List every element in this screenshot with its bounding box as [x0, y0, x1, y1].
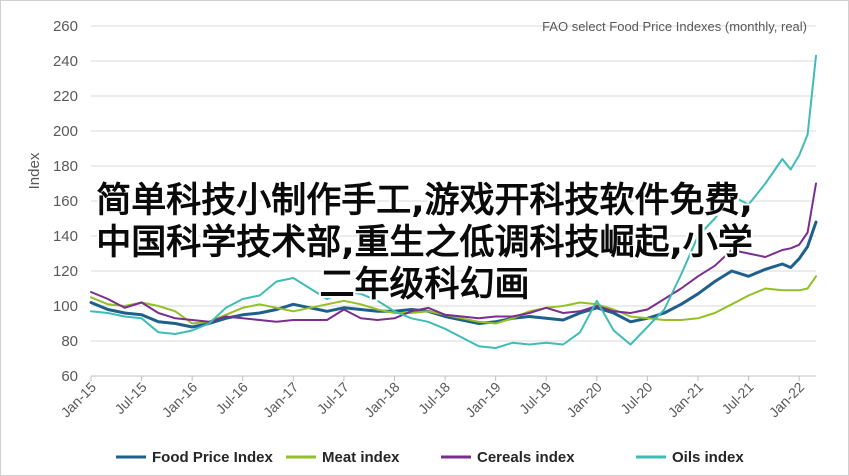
y-tick-label: 120: [53, 263, 78, 280]
x-tick-label: Jul-15: [111, 379, 149, 417]
x-tick-label: Jan-21: [665, 379, 707, 421]
y-axis-label: Index: [26, 152, 43, 189]
y-tick-label: 160: [53, 193, 78, 210]
x-tick-label: Jul-21: [718, 379, 756, 417]
legend-label: Cereals index: [477, 449, 575, 466]
x-tick-label: Jan-20: [563, 379, 605, 421]
x-tick-label: Jul-20: [617, 379, 655, 417]
x-tick-label: Jul-17: [314, 379, 352, 417]
y-tick-label: 60: [61, 368, 78, 385]
y-axis-ticks: 60 80 100 120 140 160 180 200 220 240 260: [53, 18, 78, 385]
chart-title: FAO select Food Price Indexes (monthly, …: [542, 19, 807, 34]
series-line-1: [89, 220, 818, 329]
x-tick-label: Jul-18: [415, 379, 453, 417]
legend-label: Food Price Index: [152, 449, 274, 466]
y-tick-label: 240: [53, 53, 78, 70]
x-tick-label: Jul-19: [516, 379, 554, 417]
x-tick-label: Jan-17: [260, 379, 302, 421]
legend-label: Oils index: [672, 449, 744, 466]
legend: Food Price Index Meat index Cereals index O…: [116, 449, 744, 466]
x-tick-label: Jan-22: [766, 379, 808, 421]
x-tick-label: Jan-16: [159, 379, 201, 421]
series-lines: [89, 54, 818, 349]
gridlines: [91, 25, 816, 377]
y-tick-label: 220: [53, 88, 78, 105]
y-tick-label: 260: [53, 18, 78, 35]
x-tick-label: Jan-18: [361, 379, 403, 421]
legend-label: Meat index: [322, 449, 400, 466]
y-tick-label: 200: [53, 123, 78, 140]
x-axis-ticks: Jan-15 Jul-15 Jan-16 Jul-16 Jan-17 Jul-17 Jan-…: [58, 376, 808, 421]
series-line-3: [90, 182, 817, 323]
y-tick-label: 140: [53, 228, 78, 245]
series-line-4: [90, 54, 817, 349]
y-tick-label: 180: [53, 158, 78, 175]
x-tick-label: Jul-16: [213, 379, 251, 417]
y-tick-label: 80: [61, 333, 78, 350]
x-tick-label: Jan-19: [462, 379, 504, 421]
y-tick-label: 100: [53, 298, 78, 315]
